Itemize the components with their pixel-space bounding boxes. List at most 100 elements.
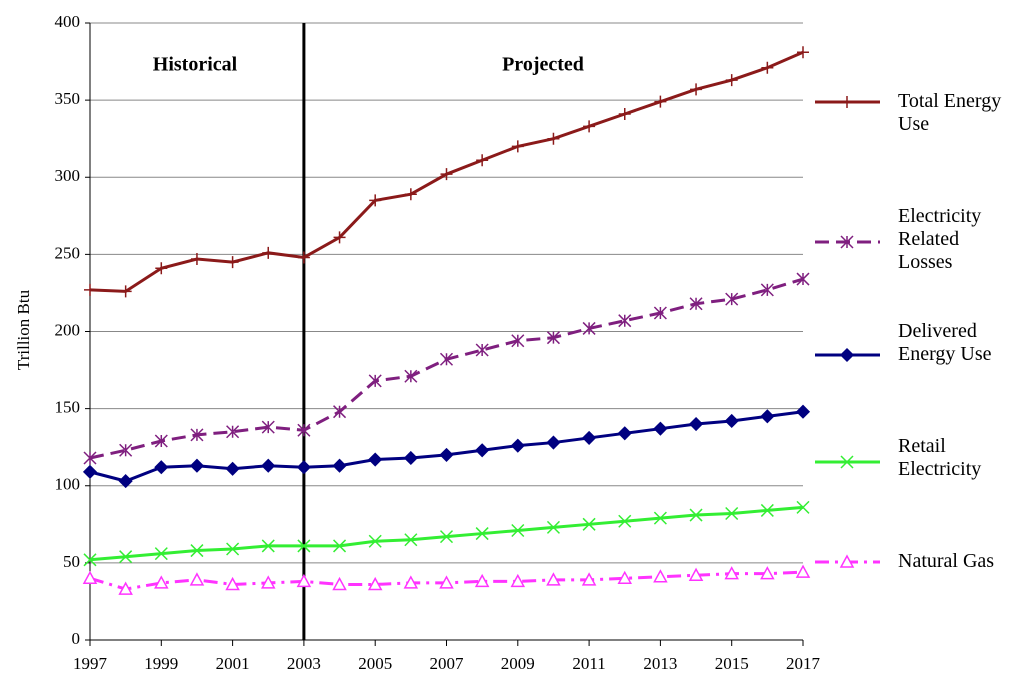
y-axis-label: Trillion Btu [14, 289, 33, 370]
point [189, 572, 205, 586]
point [440, 168, 453, 181]
point [404, 188, 417, 201]
x-tick-label: 2011 [572, 654, 605, 673]
x-tick-label: 2001 [216, 654, 250, 673]
point [403, 450, 418, 466]
point [510, 573, 526, 588]
legend-label: Natural Gas [898, 550, 995, 572]
point [724, 566, 739, 580]
y-tick-label: 350 [55, 89, 81, 108]
point [653, 421, 668, 436]
x-tick-label: 2005 [358, 654, 392, 673]
point [333, 539, 347, 553]
point [725, 74, 738, 87]
x-tick-label: 2003 [287, 654, 321, 673]
point [261, 458, 276, 473]
point [118, 474, 133, 489]
point [83, 553, 97, 567]
point [511, 334, 525, 348]
point [404, 533, 418, 547]
point [367, 576, 383, 591]
point [582, 321, 596, 335]
y-tick-label: 250 [55, 243, 81, 262]
point [119, 443, 133, 457]
point [439, 575, 454, 589]
legend-marker [840, 455, 854, 469]
point [332, 576, 347, 591]
x-tick-label: 1999 [144, 654, 178, 673]
point [297, 251, 310, 264]
point [189, 458, 205, 473]
point [546, 520, 560, 534]
point [617, 570, 633, 585]
point [297, 423, 311, 437]
y-tick-label: 300 [55, 166, 81, 185]
point [476, 154, 489, 167]
point [439, 352, 454, 366]
point [119, 285, 132, 298]
point [297, 539, 311, 553]
legend-label: Delivered Energy Use [898, 320, 992, 365]
point [582, 517, 596, 531]
x-tick-label: 2017 [786, 654, 821, 673]
point [511, 140, 524, 153]
point [581, 572, 597, 586]
point [475, 443, 490, 458]
point [724, 413, 739, 429]
y-tick-label: 150 [55, 398, 81, 417]
point [261, 539, 275, 553]
legend-marker [841, 96, 853, 108]
point [547, 132, 560, 145]
point [368, 534, 382, 548]
point [796, 500, 810, 514]
point [439, 530, 454, 544]
point [796, 272, 810, 286]
point [225, 576, 240, 591]
point [368, 374, 382, 388]
point [226, 425, 240, 439]
point [475, 343, 489, 357]
point [190, 253, 203, 266]
point [83, 451, 97, 465]
point [84, 283, 96, 296]
legend-label: Electricity Related Losses [898, 205, 982, 273]
point [690, 83, 703, 96]
point [583, 120, 596, 133]
point [654, 95, 667, 108]
point [653, 569, 668, 583]
point [369, 194, 382, 207]
point [618, 514, 632, 528]
x-tick-label: 2009 [501, 654, 535, 673]
point [154, 547, 168, 561]
point [403, 575, 419, 589]
x-tick-label: 1997 [73, 654, 108, 673]
point [333, 231, 346, 244]
point [760, 283, 774, 297]
x-tick-label: 2013 [643, 654, 677, 673]
point [225, 461, 240, 476]
y-tick-label: 400 [55, 12, 81, 31]
point [760, 566, 775, 580]
point [725, 292, 739, 306]
point [760, 503, 774, 517]
point [725, 506, 739, 521]
point [154, 460, 169, 475]
point [296, 460, 311, 475]
point [82, 570, 98, 585]
point [688, 416, 704, 432]
point [296, 573, 312, 588]
legend-marker [839, 347, 855, 363]
point [154, 434, 168, 448]
point [511, 523, 525, 538]
point [653, 306, 667, 320]
point [795, 404, 811, 419]
x-tick-label: 2007 [430, 654, 465, 673]
point [368, 452, 383, 467]
point [618, 108, 631, 121]
point [404, 369, 418, 383]
y-tick-label: 50 [63, 552, 80, 571]
point [226, 542, 240, 556]
point [546, 435, 561, 450]
